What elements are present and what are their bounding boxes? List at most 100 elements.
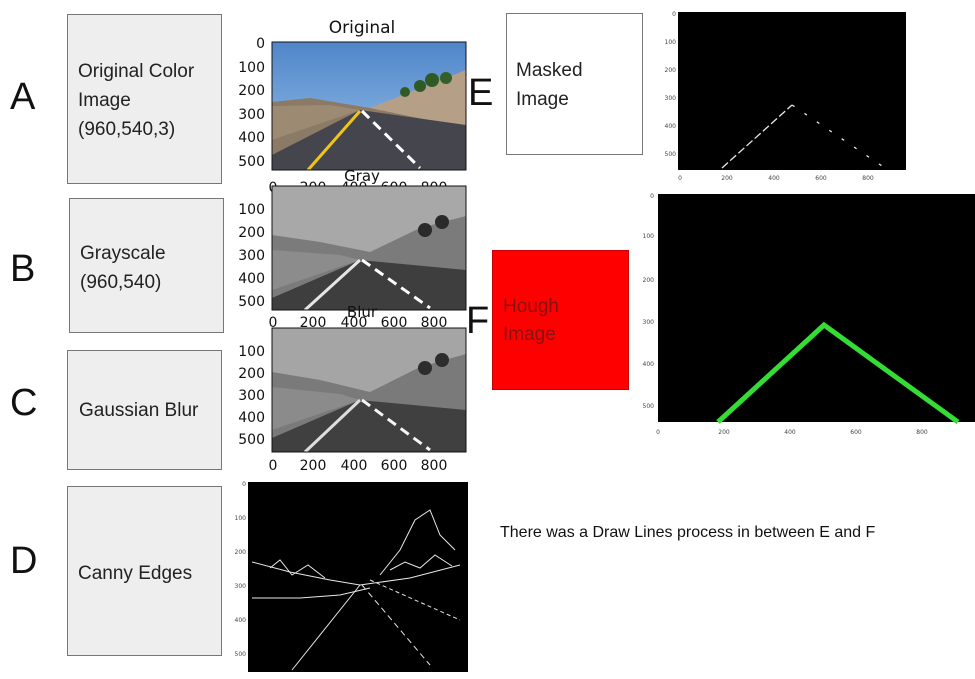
y-tick: 400 xyxy=(238,410,265,426)
y-tick: 100 xyxy=(235,515,247,522)
y-tick: 400 xyxy=(238,271,265,287)
plot-canny: 0 100 200 300 400 500 xyxy=(235,481,468,672)
step-label-original: Original Color Image (960,540,3) xyxy=(78,61,195,140)
y-tick: 100 xyxy=(238,344,265,360)
x-tick: 800 xyxy=(421,458,448,474)
y-tick: 0 xyxy=(242,481,246,488)
step-letter-d: D xyxy=(10,540,38,582)
step-box-hough: Hough Image xyxy=(492,250,629,390)
step-label-blur: Gaussian Blur xyxy=(79,400,199,421)
draw-lines-note: There was a Draw Lines process in betwee… xyxy=(500,524,876,541)
y-tick: 200 xyxy=(238,225,265,241)
y-tick: 100 xyxy=(665,39,677,46)
plot-gray-x-ticks: 0 200 400 600 800 xyxy=(269,315,448,331)
y-tick: 200 xyxy=(643,277,655,284)
plot-original-y-ticks: 0 100 200 300 400 500 xyxy=(238,36,265,170)
y-tick: 300 xyxy=(238,388,265,404)
y-tick: 500 xyxy=(238,154,265,170)
x-tick: 600 xyxy=(381,458,408,474)
x-tick: 600 xyxy=(850,429,862,436)
y-tick: 500 xyxy=(665,151,677,158)
step-letter-e: E xyxy=(468,72,494,114)
x-tick: 0 xyxy=(269,315,278,331)
y-tick: 200 xyxy=(665,67,677,74)
step-box-masked: Masked Image xyxy=(506,13,643,155)
plot-masked-y-ticks: 0 100 200 300 400 500 xyxy=(665,11,677,158)
plot-original-title: Original xyxy=(329,18,396,38)
x-tick: 0 xyxy=(656,429,660,436)
y-tick: 400 xyxy=(235,617,247,624)
x-tick: 400 xyxy=(768,175,780,182)
y-tick: 0 xyxy=(672,11,676,18)
step-box-canny: Canny Edges xyxy=(67,486,222,656)
plot-original-image xyxy=(272,42,466,171)
y-tick: 300 xyxy=(643,319,655,326)
x-tick: 800 xyxy=(862,175,874,182)
step-letter-c: C xyxy=(10,382,38,424)
x-tick: 200 xyxy=(300,458,327,474)
plot-masked-edges xyxy=(721,104,886,169)
x-tick: 0 xyxy=(678,175,682,182)
y-tick: 100 xyxy=(238,60,265,76)
step-label-hough: Hough Image xyxy=(503,296,559,345)
x-tick: 200 xyxy=(718,429,730,436)
y-tick: 200 xyxy=(238,83,265,99)
y-tick: 300 xyxy=(665,95,677,102)
plot-hough-x-ticks: 0 200 400 600 800 xyxy=(656,429,928,436)
step-letter-f: F xyxy=(466,300,490,342)
plot-blur-title: Blur xyxy=(347,303,378,321)
plot-blur: 100 200 300 400 500 0 200 400 600 800 xyxy=(238,327,467,474)
step-label-canny: Canny Edges xyxy=(78,563,193,584)
y-tick: 0 xyxy=(256,36,265,52)
plot-blur-x-ticks: 0 200 400 600 800 xyxy=(269,458,448,474)
step-box-grayscale: Grayscale (960,540) xyxy=(69,198,224,333)
x-tick: 400 xyxy=(341,458,368,474)
y-tick: 100 xyxy=(238,202,265,218)
y-tick: 500 xyxy=(238,432,265,448)
plot-masked: 0 100 200 300 400 500 0 200 400 600 800 xyxy=(665,11,906,182)
plot-hough: 0 100 200 300 400 500 0 200 400 600 800 xyxy=(643,193,975,436)
y-tick: 300 xyxy=(238,248,265,264)
x-tick: 200 xyxy=(721,175,733,182)
plot-gray-title: Gray xyxy=(344,167,380,185)
plot-gray-image xyxy=(272,186,466,312)
y-tick: 300 xyxy=(238,107,265,123)
x-tick: 600 xyxy=(381,315,408,331)
x-tick: 200 xyxy=(300,315,327,331)
x-tick: 800 xyxy=(421,315,448,331)
plot-hough-image xyxy=(658,194,975,422)
y-tick: 500 xyxy=(238,294,265,310)
plot-masked-image xyxy=(678,12,906,170)
x-tick: 400 xyxy=(341,315,368,331)
plot-hough-lines xyxy=(716,321,960,425)
x-tick: 400 xyxy=(784,429,796,436)
y-tick: 200 xyxy=(238,366,265,382)
y-tick: 200 xyxy=(235,549,247,556)
step-letter-a: A xyxy=(10,76,36,118)
step-box-original: Original Color Image (960,540,3) xyxy=(67,14,222,184)
step-label-grayscale: Grayscale (960,540) xyxy=(80,243,166,293)
plot-hough-y-ticks: 0 100 200 300 400 500 xyxy=(643,193,655,410)
plot-blur-image xyxy=(272,328,466,454)
step-label-masked: Masked Image xyxy=(516,60,583,110)
step-box-blur: Gaussian Blur xyxy=(67,350,222,470)
y-tick: 400 xyxy=(665,123,677,130)
plot-canny-image xyxy=(248,482,468,672)
plot-canny-y-ticks: 0 100 200 300 400 500 xyxy=(235,481,247,658)
plot-gray-y-ticks: 100 200 300 400 500 xyxy=(238,202,265,310)
x-tick: 0 xyxy=(269,458,278,474)
y-tick: 400 xyxy=(643,361,655,368)
y-tick: 300 xyxy=(235,583,247,590)
y-tick: 500 xyxy=(643,403,655,410)
plot-canny-edges xyxy=(251,509,461,671)
plot-blur-y-ticks: 100 200 300 400 500 xyxy=(238,344,265,448)
x-tick: 600 xyxy=(815,175,827,182)
y-tick: 0 xyxy=(650,193,654,200)
plot-masked-x-ticks: 0 200 400 600 800 xyxy=(678,175,874,182)
plot-gray: 100 200 300 400 500 0 200 400 600 800 Bl… xyxy=(238,185,467,331)
plot-original: Original 0 100 200 300 400 500 0 200 400… xyxy=(238,18,467,196)
y-tick: 400 xyxy=(238,130,265,146)
y-tick: 100 xyxy=(643,233,655,240)
y-tick: 500 xyxy=(235,651,247,658)
step-letter-b: B xyxy=(10,248,36,290)
